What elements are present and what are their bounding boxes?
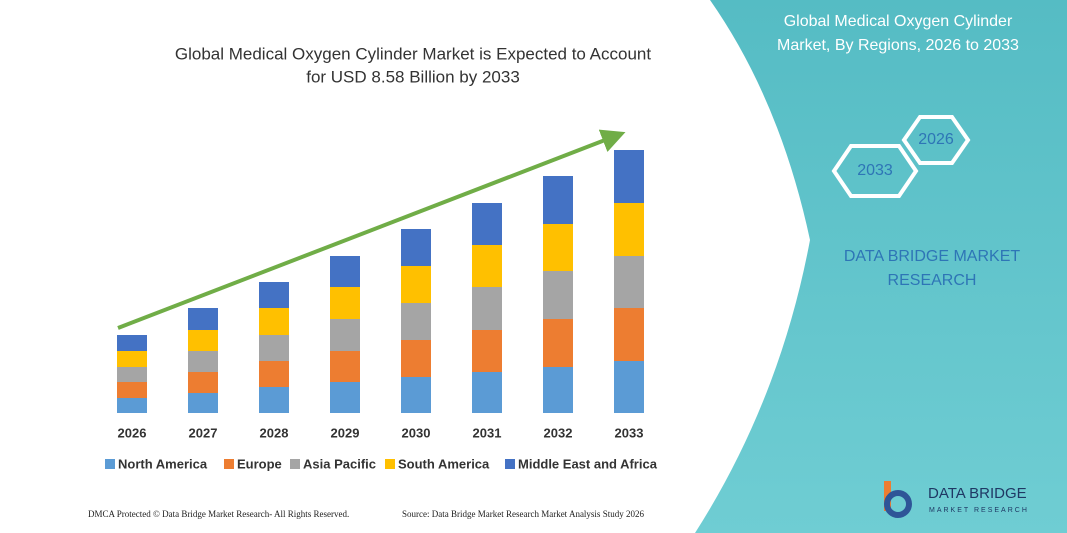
bar-segment — [117, 351, 147, 367]
bar-segment — [543, 224, 573, 271]
panel-title: Global Medical Oxygen Cylinder — [784, 13, 1013, 30]
bar-segment — [614, 361, 644, 413]
brand-text: DATA BRIDGE MARKET — [844, 248, 1021, 265]
bar-segment — [472, 287, 502, 330]
logo-tagline: MARKET RESEARCH — [929, 507, 1029, 514]
bar-segment — [117, 398, 147, 413]
bar-segment — [472, 372, 502, 413]
chart-title: for USD 8.58 Billion by 2033 — [306, 67, 520, 86]
legend-label: Europe — [237, 456, 282, 471]
hexagon — [831, 144, 919, 198]
legend-swatch — [385, 459, 395, 469]
bar-segment — [259, 308, 289, 335]
bar-segment — [401, 340, 431, 377]
legend-label: Asia Pacific — [303, 456, 376, 471]
legend-swatch — [105, 459, 115, 469]
bar-segment — [259, 361, 289, 387]
bar-segment — [188, 351, 218, 372]
x-tick-label: 2028 — [260, 425, 289, 440]
bar-segment — [188, 393, 218, 413]
bar-segment — [330, 351, 360, 382]
bar-segment — [259, 335, 289, 361]
hexagon — [901, 115, 971, 165]
bar-segment — [330, 287, 360, 319]
panel-title: Market, By Regions, 2026 to 2033 — [777, 37, 1019, 54]
bar-segment — [543, 367, 573, 413]
bar-segment — [188, 372, 218, 393]
bar-segment — [614, 203, 644, 256]
x-tick-label: 2031 — [473, 425, 502, 440]
bar-segment — [188, 308, 218, 330]
legend-label: Middle East and Africa — [518, 456, 658, 471]
x-tick-label: 2026 — [118, 425, 147, 440]
logo-icon — [884, 481, 912, 518]
bar-segment — [614, 150, 644, 203]
x-tick-label: 2030 — [402, 425, 431, 440]
bar-segment — [401, 229, 431, 266]
trend-arrow — [117, 129, 626, 330]
footer-left: DMCA Protected © Data Bridge Market Rese… — [88, 509, 349, 519]
legend-label: North America — [118, 456, 208, 471]
bar-segment — [472, 203, 502, 245]
x-tick-label: 2029 — [331, 425, 360, 440]
bar-segment — [401, 377, 431, 413]
logo-name: DATA BRIDGE — [928, 485, 1027, 502]
brand-text: RESEARCH — [888, 272, 977, 289]
chart-title: Global Medical Oxygen Cylinder Market is… — [175, 44, 652, 63]
bar-segment — [330, 319, 360, 351]
bar-segment — [330, 382, 360, 413]
hexagon-label: 2033 — [857, 162, 893, 179]
hexagon-label: 2026 — [918, 131, 954, 148]
bar-segment — [117, 382, 147, 398]
x-tick-label: 2032 — [544, 425, 573, 440]
bar-segment — [330, 256, 360, 287]
bar-segment — [401, 266, 431, 303]
bar-segment — [117, 335, 147, 351]
bar-segment — [614, 308, 644, 361]
bar-segment — [543, 176, 573, 224]
x-tick-label: 2027 — [189, 425, 218, 440]
x-tick-label: 2033 — [615, 425, 644, 440]
bar-segment — [614, 256, 644, 308]
bar-segment — [543, 271, 573, 319]
bar-segment — [543, 319, 573, 367]
bar-segment — [117, 367, 147, 382]
bar-segment — [472, 330, 502, 372]
side-panel — [695, 0, 1067, 533]
bar-segment — [401, 303, 431, 340]
bar-segment — [259, 282, 289, 308]
bar-segment — [188, 330, 218, 351]
footer-right: Source: Data Bridge Market Research Mark… — [402, 509, 644, 519]
bar-segment — [259, 387, 289, 413]
legend-swatch — [290, 459, 300, 469]
legend-label: South America — [398, 456, 490, 471]
legend-swatch — [505, 459, 515, 469]
legend-swatch — [224, 459, 234, 469]
bar-segment — [472, 245, 502, 287]
